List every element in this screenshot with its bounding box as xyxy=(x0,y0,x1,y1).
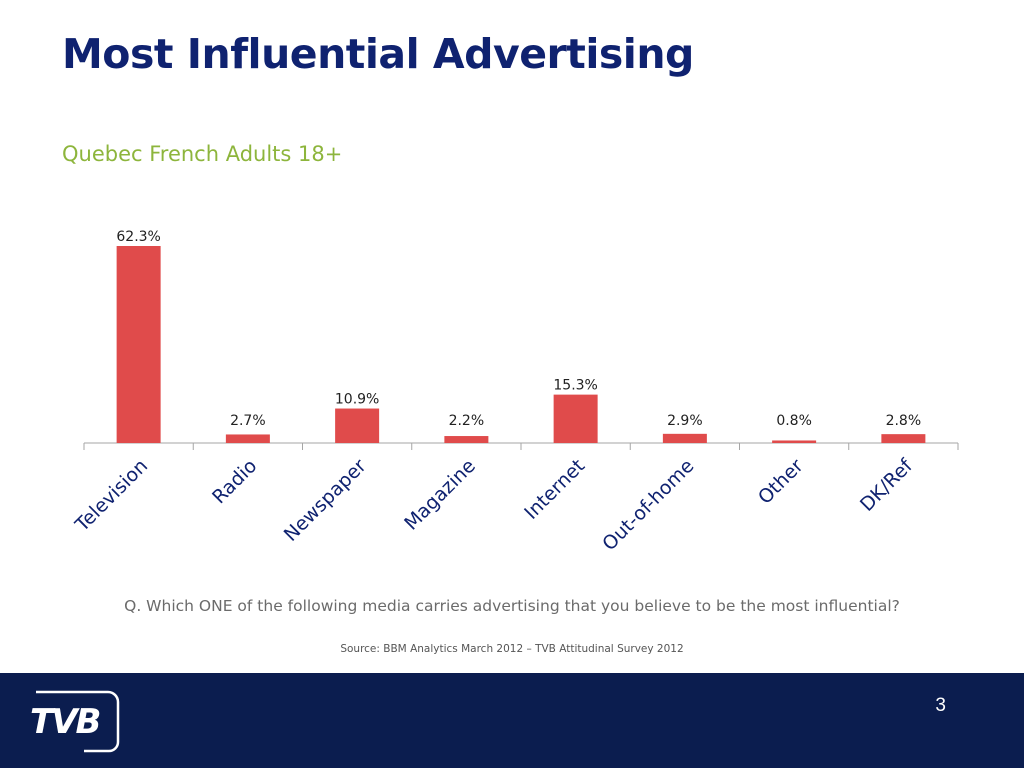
category-label: Newspaper xyxy=(280,455,371,546)
bar-out-of-home xyxy=(662,433,707,443)
bar-other xyxy=(772,440,817,443)
page-number: 3 xyxy=(935,695,946,716)
footer-bar: TVB 3 xyxy=(0,673,1024,768)
bar-internet xyxy=(553,394,598,443)
data-label: 15.3% xyxy=(553,378,597,394)
bar-newspaper xyxy=(335,408,380,443)
data-label: 2.8% xyxy=(886,413,922,429)
bar-dk-ref xyxy=(881,434,926,443)
data-label: 0.8% xyxy=(776,413,812,429)
source-note: Source: BBM Analytics March 2012 – TVB A… xyxy=(340,643,684,655)
page-title: Most Influential Advertising xyxy=(62,30,694,78)
data-label: 2.7% xyxy=(230,413,266,429)
category-label: Internet xyxy=(520,455,589,524)
survey-question: Q. Which ONE of the following media carr… xyxy=(124,597,900,615)
tvb-logo: TVB xyxy=(30,690,120,753)
data-label: 2.2% xyxy=(449,413,485,429)
bar-radio xyxy=(225,434,270,443)
category-label: Magazine xyxy=(400,455,480,535)
svg-text:TVB: TVB xyxy=(30,702,100,742)
category-label: Out-of-home xyxy=(598,455,698,555)
category-label: DK/Ref xyxy=(856,454,918,516)
bar-television xyxy=(116,246,161,443)
data-label: 62.3% xyxy=(116,229,160,245)
bar-magazine xyxy=(444,436,489,443)
page-subtitle: Quebec French Adults 18+ xyxy=(62,142,343,166)
data-label: 10.9% xyxy=(335,392,379,408)
category-label: Television xyxy=(71,455,153,537)
category-label: Other xyxy=(754,455,808,509)
bar-chart: 62.3% Television 2.7% Radio 10.9% Newspaper 2.… xyxy=(71,229,959,555)
category-label: Radio xyxy=(208,455,261,508)
data-label: 2.9% xyxy=(667,413,703,429)
